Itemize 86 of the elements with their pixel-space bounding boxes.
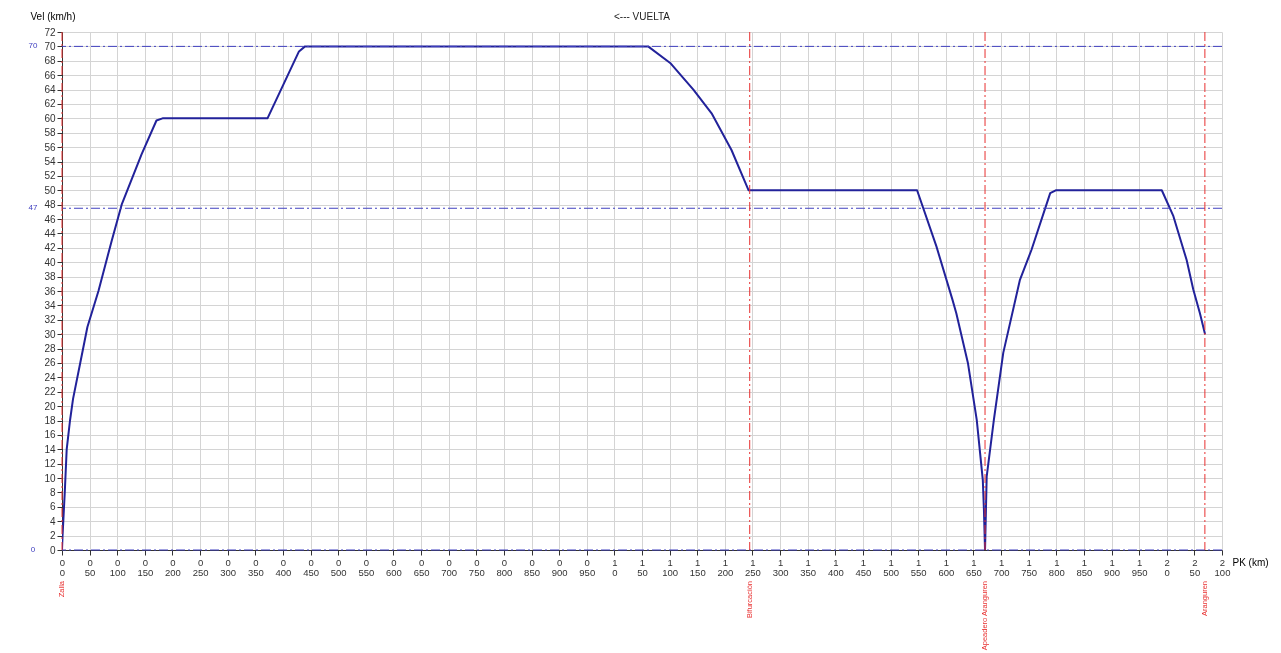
x-tick-label: 0 550 — [358, 556, 375, 578]
x-tick-label: 0 850 — [524, 556, 540, 578]
y-tick-label: 56 — [44, 141, 56, 153]
y-tick-label: 16 — [44, 429, 56, 441]
y-tick-label: 10 — [44, 472, 56, 484]
x-tick-label: 1 850 — [1076, 556, 1093, 578]
y-tick-label: 20 — [44, 400, 56, 412]
x-tick-label: 1 300 — [772, 556, 789, 578]
x-tick-label: 0 150 — [137, 556, 154, 578]
y-tick-label: 42 — [44, 242, 56, 254]
y-tick-label: 70 — [44, 40, 56, 52]
x-tick-label: 0 400 — [275, 556, 292, 578]
y-tick-label: 44 — [44, 227, 56, 239]
y-tick-label: 58 — [44, 127, 56, 139]
x-tick-label: 1 350 — [800, 556, 817, 578]
y-tick-label: 0 — [49, 544, 56, 556]
y-tick-label: 24 — [44, 371, 56, 383]
y-tick-label: 8 — [49, 486, 56, 498]
x-tick-label: 0 650 — [413, 556, 430, 578]
y-tick-label: 32 — [44, 314, 56, 326]
ref-line-label: 47 — [28, 203, 38, 213]
y-tick-label: 46 — [44, 213, 56, 225]
x-tick-label: 1 950 — [1131, 556, 1148, 578]
x-tick-label: 0 800 — [496, 556, 513, 578]
y-tick-label: 50 — [44, 184, 56, 196]
y-tick-label: 22 — [44, 386, 56, 398]
x-tick-label: 0 500 — [330, 556, 347, 578]
y-tick-label: 60 — [44, 112, 56, 124]
y-tick-label: 34 — [44, 299, 56, 311]
x-tick-label: 1 250 — [745, 556, 761, 578]
y-tick-label: 4 — [49, 515, 56, 527]
y-tick-label: 2 — [49, 530, 56, 542]
y-tick-label: 28 — [44, 343, 56, 355]
y-tick-label: 30 — [44, 328, 56, 340]
x-tick-label: 0 200 — [165, 556, 181, 578]
x-tick-label: 0 600 — [386, 556, 402, 578]
x-tick-label: 1 150 — [689, 556, 706, 578]
x-tick-label: 0 700 — [441, 556, 458, 578]
x-tick-label: 0 100 — [109, 556, 126, 578]
y-tick-label: 64 — [44, 84, 56, 96]
x-tick-label: 2 50 — [1189, 556, 1201, 578]
y-tick-label: 54 — [44, 156, 56, 167]
x-tick-label: 2 0 — [1164, 556, 1170, 578]
x-tick-label: 0 950 — [579, 556, 596, 578]
y-tick-label: 68 — [44, 55, 56, 67]
ref-line-label: 70 — [28, 41, 38, 51]
x-tick-label: 0 250 — [192, 556, 209, 578]
y-tick-label: 12 — [44, 458, 56, 470]
y-tick-label: 18 — [44, 415, 56, 426]
y-axis-title: Vel (km/h) — [30, 10, 76, 22]
x-tick-label: 1 450 — [855, 556, 872, 578]
y-tick-label: 14 — [44, 443, 56, 455]
x-tick-label: 1 500 — [883, 556, 899, 578]
x-tick-label: 1 600 — [938, 556, 955, 578]
x-tick-label: 1 750 — [1021, 556, 1038, 578]
x-tick-label: 0 50 — [84, 556, 96, 578]
y-tick-label: 40 — [44, 256, 56, 268]
y-tick-label: 6 — [49, 501, 56, 513]
chart-title: <--- VUELTA — [613, 11, 671, 22]
x-tick-label: 1 650 — [966, 556, 982, 578]
y-tick-label: 38 — [44, 271, 56, 283]
x-tick-label: 1 200 — [717, 556, 734, 578]
ref-line-label: 0 — [30, 545, 36, 554]
x-tick-label: 1 700 — [993, 556, 1010, 578]
x-tick-label: 0 0 — [59, 556, 66, 578]
y-tick-label: 26 — [44, 357, 56, 369]
y-tick-label: 36 — [44, 285, 56, 297]
x-tick-label: 0 900 — [551, 556, 568, 578]
x-tick-label: 1 800 — [1048, 556, 1065, 578]
y-tick-label: 72 — [44, 26, 56, 38]
y-tick-label: 48 — [44, 199, 56, 211]
x-tick-label: 0 350 — [247, 556, 264, 578]
x-tick-label: 1 0 — [612, 556, 618, 578]
y-tick-label: 66 — [44, 69, 56, 81]
x-tick-label: 1 400 — [827, 556, 844, 578]
x-tick-label: 1 900 — [1104, 556, 1120, 578]
x-tick-label: 0 750 — [468, 556, 485, 578]
x-tick-label: 1 50 — [637, 556, 648, 578]
x-tick-label: 0 300 — [220, 556, 237, 578]
y-tick-label: 62 — [44, 98, 56, 110]
x-tick-label: 0 450 — [303, 556, 319, 578]
x-tick-label: 2 100 — [1214, 556, 1231, 578]
y-tick-label: 52 — [44, 170, 56, 182]
x-axis-title: PK (km) — [1232, 556, 1269, 568]
x-tick-label: 1 100 — [662, 556, 679, 578]
x-tick-label: 1 550 — [910, 556, 927, 578]
